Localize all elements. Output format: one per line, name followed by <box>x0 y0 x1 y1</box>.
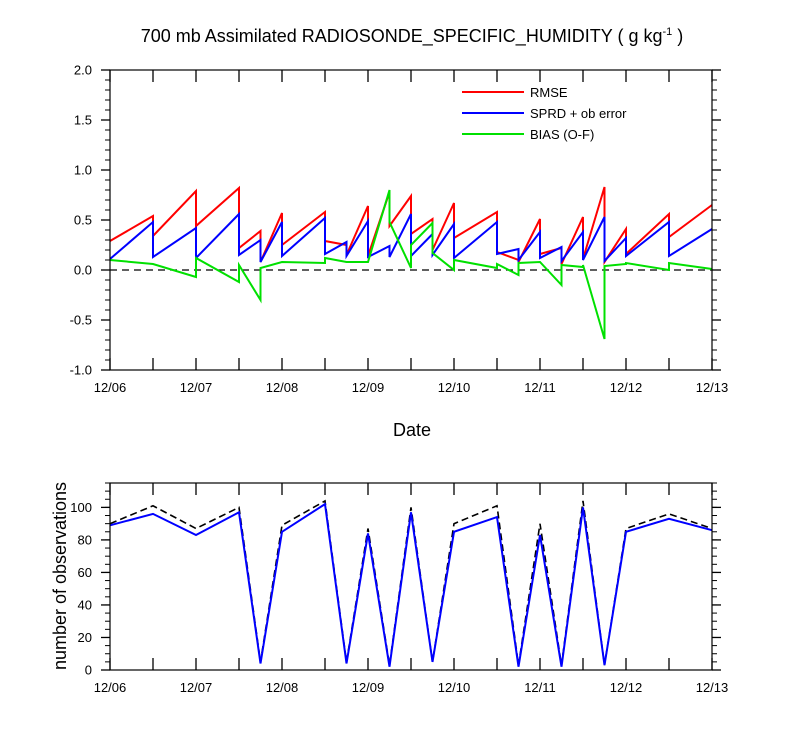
series-line-rmse <box>109 185 713 266</box>
y-tick-label: 2.0 <box>74 63 92 78</box>
y-tick-label: -1.0 <box>70 363 92 378</box>
bottom-panel: 12/06 12/07 12/08 12/09 12/10 12/11 12/12 12/13… <box>50 482 728 695</box>
legend-label-sprd: SPRD + ob error <box>530 106 627 121</box>
x-tick-label: 12/08 <box>266 380 299 395</box>
x-tick-label: 12/08 <box>266 680 299 695</box>
x-tick-label: 12/06 <box>94 680 127 695</box>
x-tick-label: 12/09 <box>352 380 385 395</box>
chart-title: 700 mb Assimilated RADIOSONDE_SPECIFIC_H… <box>141 26 684 47</box>
x-tick-label: 12/10 <box>438 380 471 395</box>
y-tick-label: 60 <box>78 565 92 580</box>
x-tick-label: 12/06 <box>94 380 127 395</box>
y-tick-label: 100 <box>70 500 92 515</box>
y-tick-label: 1.5 <box>74 113 92 128</box>
x-tick-label: 12/09 <box>352 680 385 695</box>
x-tick-label: 12/11 <box>524 380 556 395</box>
x-tick-label: 12/07 <box>180 680 213 695</box>
series-line-assimilated <box>109 502 713 667</box>
y-tick-label: 40 <box>78 597 92 612</box>
y-tick-label: -0.5 <box>70 313 92 328</box>
x-tick-label: 12/11 <box>524 680 556 695</box>
y-tick-label: 20 <box>78 630 92 645</box>
y-tick-label: 1.0 <box>74 163 92 178</box>
x-tick-label: 12/07 <box>180 380 213 395</box>
y-axis-label-observations: number of observations <box>50 482 70 670</box>
top-panel: 12/06 12/07 12/08 12/09 12/10 12/11 12/12 12/13… <box>70 63 729 441</box>
y-tick-label: 80 <box>78 532 92 547</box>
y-tick-label: 0.5 <box>74 213 92 228</box>
y-tick-label: 0 <box>85 663 92 678</box>
x-tick-label: 12/12 <box>610 680 643 695</box>
x-tick-label: 12/10 <box>438 680 471 695</box>
series-line-bias-o-f <box>109 189 713 340</box>
legend: RMSE SPRD + ob error BIAS (O-F) <box>462 85 627 142</box>
legend-label-rmse: RMSE <box>530 85 568 100</box>
x-tick-label: 12/12 <box>610 380 643 395</box>
x-tick-label: 12/13 <box>696 680 729 695</box>
series-line-possible <box>109 499 713 666</box>
legend-label-bias: BIAS (O-F) <box>530 127 594 142</box>
x-axis-label: Date <box>393 420 431 440</box>
x-tick-label: 12/13 <box>696 380 729 395</box>
y-tick-label: 0.0 <box>74 263 92 278</box>
series-line-sprd-ob-error <box>109 211 713 265</box>
